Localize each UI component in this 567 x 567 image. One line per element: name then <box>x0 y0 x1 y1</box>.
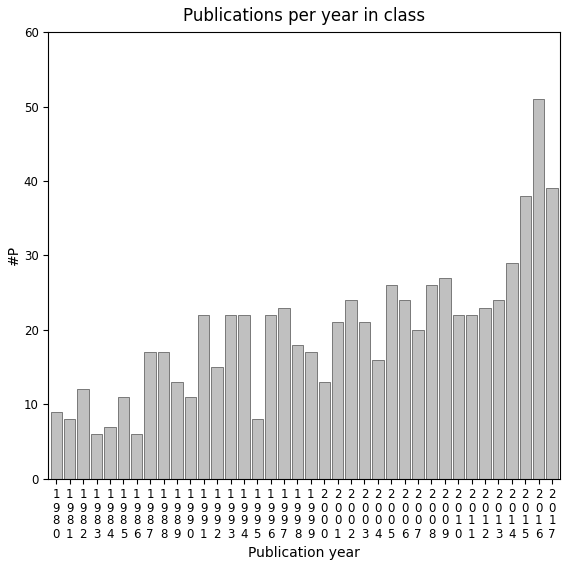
Bar <box>211 367 223 479</box>
Bar <box>319 382 330 479</box>
Bar <box>506 263 518 479</box>
Title: Publications per year in class: Publications per year in class <box>183 7 425 25</box>
Bar <box>479 307 490 479</box>
Bar <box>412 330 424 479</box>
Bar <box>117 397 129 479</box>
Bar <box>91 434 102 479</box>
Bar <box>131 434 142 479</box>
Bar <box>332 323 344 479</box>
Bar <box>78 390 89 479</box>
Bar <box>345 300 357 479</box>
Bar <box>305 352 316 479</box>
Bar <box>252 419 263 479</box>
Bar <box>426 285 437 479</box>
Bar <box>238 315 249 479</box>
Bar <box>50 412 62 479</box>
Bar <box>372 359 383 479</box>
Bar <box>171 382 183 479</box>
Bar <box>265 315 276 479</box>
Bar <box>439 278 451 479</box>
Bar <box>547 188 558 479</box>
Bar <box>104 426 116 479</box>
Bar <box>519 196 531 479</box>
Bar <box>185 397 196 479</box>
Bar <box>386 285 397 479</box>
Bar <box>466 315 477 479</box>
Y-axis label: #P: #P <box>7 246 21 265</box>
Bar <box>64 419 75 479</box>
Bar <box>278 307 290 479</box>
Bar <box>533 99 544 479</box>
Bar <box>399 300 411 479</box>
Bar <box>158 352 169 479</box>
Bar <box>292 345 303 479</box>
Bar <box>198 315 209 479</box>
Bar <box>452 315 464 479</box>
Bar <box>359 323 370 479</box>
X-axis label: Publication year: Publication year <box>248 546 360 560</box>
Bar <box>145 352 156 479</box>
Bar <box>225 315 236 479</box>
Bar <box>493 300 504 479</box>
